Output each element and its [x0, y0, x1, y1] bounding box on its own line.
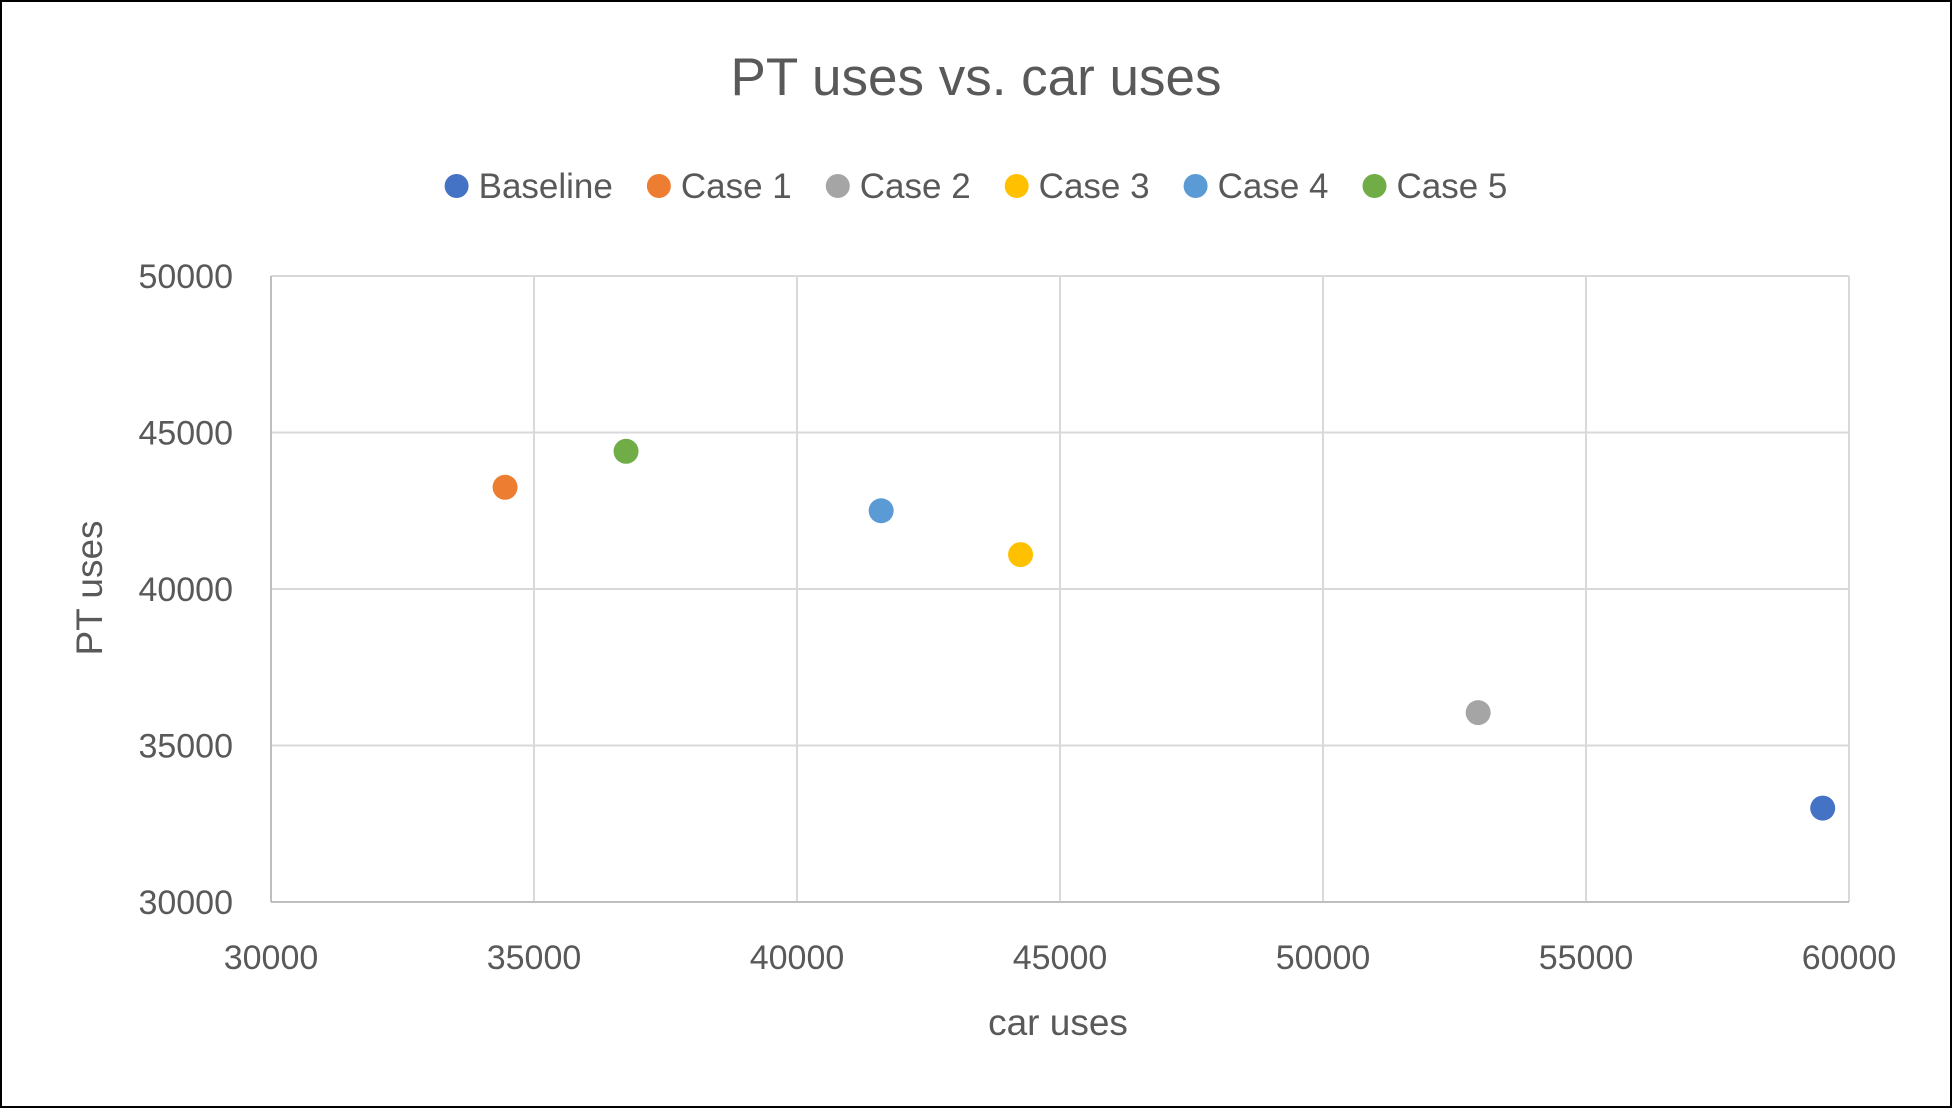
legend-item-baseline: Baseline [444, 167, 613, 206]
x-tick-label: 50000 [1276, 939, 1371, 977]
legend-marker [1362, 174, 1387, 198]
x-tick-label: 60000 [1802, 939, 1897, 977]
legend: Baseline Case 1 Case 2 Case 3 Case 4 Case 5 [444, 167, 1507, 206]
legend-label: Case 3 [1039, 167, 1150, 206]
axes [270, 276, 1849, 903]
legend-marker [1004, 174, 1029, 198]
chart-title: PT uses vs. car uses [731, 48, 1222, 107]
legend-item-case-3: Case 3 [1004, 167, 1150, 206]
legend-item-case-1: Case 1 [646, 167, 792, 206]
y-axis-title: PT uses [69, 520, 110, 655]
y-tick-label: 50000 [138, 258, 233, 296]
legend-marker [646, 174, 671, 198]
legend-item-case-5: Case 5 [1362, 167, 1507, 206]
x-tick-label: 30000 [224, 939, 319, 977]
legend-marker [1183, 174, 1208, 198]
legend-item-case-4: Case 4 [1183, 167, 1329, 206]
legend-label: Case 1 [681, 167, 792, 206]
data-point-case-2 [1465, 700, 1491, 726]
x-tick-label: 45000 [1013, 939, 1108, 977]
legend-label: Case 5 [1396, 167, 1507, 206]
legend-marker [444, 174, 469, 198]
legend-label: Case 4 [1218, 167, 1329, 206]
legend-item-case-2: Case 2 [825, 167, 971, 206]
x-tick-label: 55000 [1539, 939, 1634, 977]
data-point-case-5 [613, 438, 639, 464]
y-tick-label: 45000 [138, 415, 233, 453]
data-point-case-3 [1008, 542, 1034, 568]
data-point-baseline [1810, 795, 1836, 821]
data-points [492, 438, 1836, 821]
x-axis-ticks: 30000 35000 40000 45000 50000 55000 60000 [224, 939, 1897, 977]
data-point-case-4 [868, 498, 894, 524]
y-tick-label: 35000 [138, 728, 233, 766]
legend-label: Case 2 [860, 167, 971, 206]
x-tick-label: 35000 [487, 939, 582, 977]
x-axis-title: car uses [988, 1002, 1128, 1043]
legend-label: Baseline [479, 167, 613, 206]
data-point-case-1 [492, 474, 518, 500]
y-tick-label: 30000 [138, 884, 233, 922]
legend-marker [825, 174, 850, 198]
y-axis-ticks: 30000 35000 40000 45000 50000 [138, 258, 233, 922]
gridlines [271, 275, 1850, 902]
y-tick-label: 40000 [138, 571, 233, 609]
x-tick-label: 40000 [750, 939, 845, 977]
